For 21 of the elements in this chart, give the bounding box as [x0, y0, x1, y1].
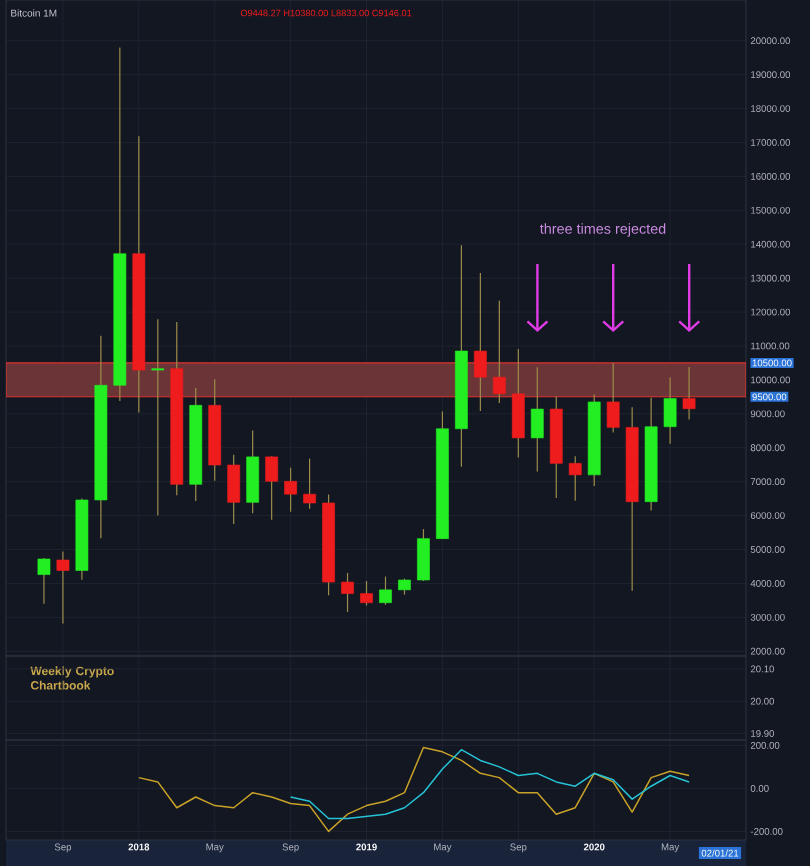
candlestick	[417, 528, 430, 582]
candlestick	[265, 455, 279, 521]
candlestick	[473, 272, 487, 412]
candlestick	[360, 580, 373, 607]
candlestick	[151, 318, 165, 517]
candlestick	[530, 366, 544, 473]
candlestick	[227, 454, 241, 525]
candlestick	[56, 550, 70, 625]
candlestick	[341, 572, 354, 613]
line-series	[138, 746, 690, 833]
candlestick	[303, 457, 316, 510]
candlestick	[284, 467, 297, 513]
candlestick	[682, 366, 696, 421]
candlestick	[511, 348, 525, 459]
candlestick	[606, 362, 620, 434]
candlestick	[246, 429, 260, 514]
candlestick	[379, 576, 392, 606]
candlestick	[37, 557, 51, 605]
candlestick	[663, 376, 677, 445]
candlestick	[568, 455, 582, 502]
candlestick	[492, 300, 506, 404]
